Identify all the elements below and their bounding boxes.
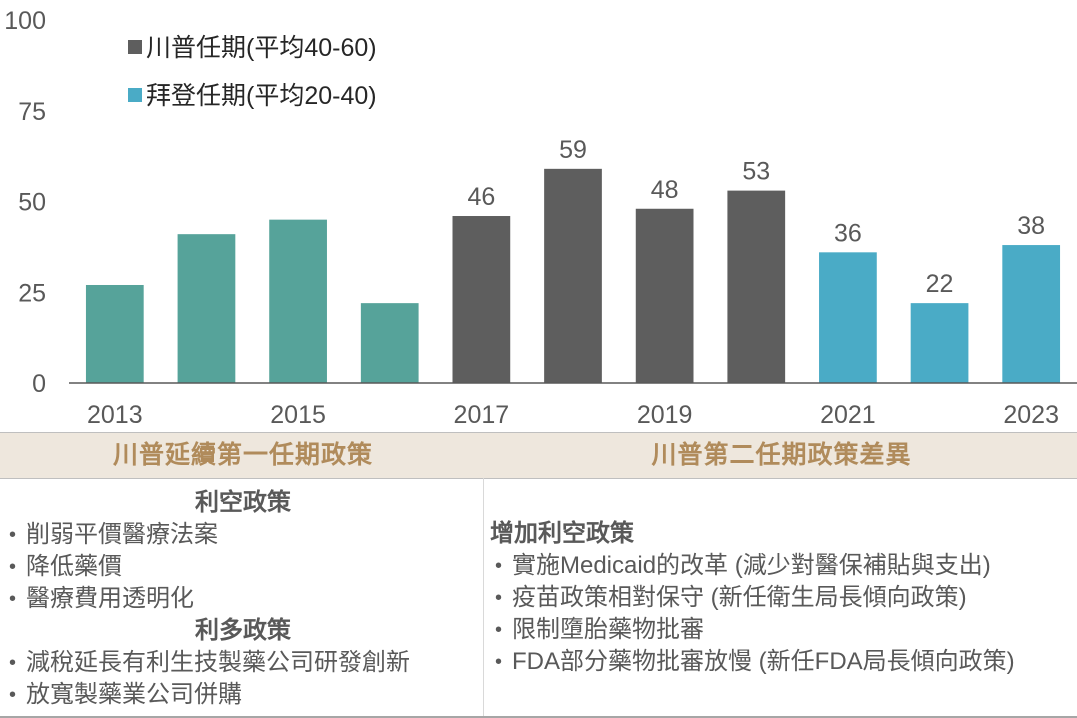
data-label-2021: 36 (834, 219, 862, 247)
band-title-second-term-differences: 川普第二任期政策差異 (651, 441, 912, 469)
bar-2018 (544, 168, 602, 383)
list-item: 減稅延長有利生技製藥公司研發創新 (4, 647, 482, 679)
added-bearish-policies-heading: 增加利空政策 (490, 520, 634, 547)
bar-2019 (635, 208, 694, 383)
bullish-policies-heading: 利多政策 (195, 617, 291, 644)
list-item: 醫療費用透明化 (4, 583, 482, 615)
bar-2023 (1002, 245, 1061, 383)
list-item: 放寬製藥業公司併購 (4, 679, 482, 711)
bar-2017 (452, 216, 511, 383)
data-label-2023: 38 (1017, 212, 1045, 240)
y-tick-label: 50 (18, 189, 46, 217)
x-tick-label: 2017 (454, 401, 510, 429)
bearish-policies-list: 削弱平價醫療法案 降低藥價 醫療費用透明化 (4, 519, 482, 615)
bars (85, 168, 1061, 383)
x-tick-label: 2015 (270, 401, 326, 429)
list-item: 降低藥價 (4, 551, 482, 583)
x-tick-label: 2019 (637, 401, 693, 429)
list-item: 疫苗政策相對保守 (新任衛生局長傾向政策) (490, 582, 1077, 614)
data-label-2017: 46 (467, 183, 495, 211)
added-bearish-policies-list: 實施Medicaid的改革 (減少對醫保補貼與支出) 疫苗政策相對保守 (新任衛… (490, 550, 1077, 678)
bar-2015 (269, 219, 327, 383)
bar-2014 (177, 234, 236, 383)
legend-label-biden: 拜登任期(平均20-40) (146, 82, 377, 110)
list-item: 實施Medicaid的改革 (減少對醫保補貼與支出) (490, 550, 1077, 582)
bearish-policies-heading: 利空政策 (195, 489, 291, 516)
y-tick-label: 100 (4, 7, 46, 35)
y-tick-label: 25 (18, 279, 46, 307)
x-axis: 2013 2015 2017 2019 2021 2023 (87, 401, 1059, 429)
data-label-2020: 53 (742, 158, 770, 186)
y-axis: 0 25 50 75 100 (4, 7, 46, 398)
bar-2020 (727, 190, 786, 383)
y-tick-label: 0 (32, 370, 46, 398)
list-item: 削弱平價醫療法案 (4, 519, 482, 551)
data-label-2022: 22 (926, 270, 954, 298)
y-tick-label: 75 (18, 98, 46, 126)
legend-item-trump: 川普任期(平均40-60) (128, 32, 377, 64)
legend-item-biden: 拜登任期(平均20-40) (128, 80, 377, 112)
bottom-divider (0, 716, 1077, 718)
legend-label-trump: 川普任期(平均40-60) (146, 34, 377, 62)
policy-header-band: 川普延續第一任期政策 川普第二任期政策差異 (0, 432, 1077, 479)
bar-2022 (910, 303, 969, 383)
x-tick-label: 2013 (87, 401, 143, 429)
legend-swatch-trump (128, 40, 142, 54)
bar-2016 (360, 303, 419, 383)
data-label-2018: 59 (559, 136, 587, 164)
x-tick-label: 2023 (1003, 401, 1059, 429)
legend-swatch-biden (128, 88, 142, 102)
continued-policies-panel: 利空政策 削弱平價醫療法案 降低藥價 醫療費用透明化 利多政策 減稅延長有利生技… (0, 478, 482, 716)
bar-2021 (819, 252, 877, 383)
data-label-2019: 48 (651, 176, 679, 204)
list-item: 限制墮胎藥物批審 (490, 614, 1077, 646)
data-labels: 46 59 48 53 36 22 38 (467, 136, 1045, 298)
bar-2013 (85, 284, 144, 383)
second-term-differences-panel: 增加利空政策 實施Medicaid的改革 (減少對醫保補貼與支出) 疫苗政策相對… (483, 478, 1077, 716)
x-tick-label: 2021 (820, 401, 876, 429)
bullish-policies-list: 減稅延長有利生技製藥公司研發創新 放寬製藥業公司併購 (4, 647, 482, 711)
list-item: FDA部分藥物批審放慢 (新任FDA局長傾向政策) (490, 646, 1077, 678)
band-title-continued-policies: 川普延續第一任期政策 (112, 441, 373, 469)
